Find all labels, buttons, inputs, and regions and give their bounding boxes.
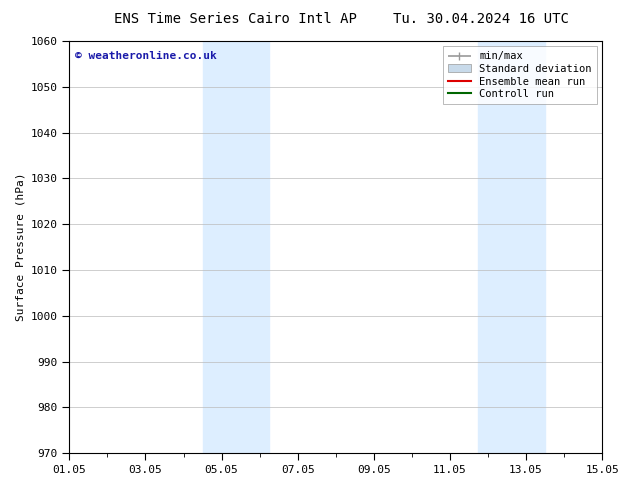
Text: Tu. 30.04.2024 16 UTC: Tu. 30.04.2024 16 UTC xyxy=(393,12,569,26)
Text: © weatheronline.co.uk: © weatheronline.co.uk xyxy=(75,51,216,61)
Bar xyxy=(479,41,545,453)
Y-axis label: Surface Pressure (hPa): Surface Pressure (hPa) xyxy=(15,173,25,321)
Text: ENS Time Series Cairo Intl AP: ENS Time Series Cairo Intl AP xyxy=(114,12,357,26)
Bar xyxy=(202,41,269,453)
Legend: min/max, Standard deviation, Ensemble mean run, Controll run: min/max, Standard deviation, Ensemble me… xyxy=(443,46,597,104)
